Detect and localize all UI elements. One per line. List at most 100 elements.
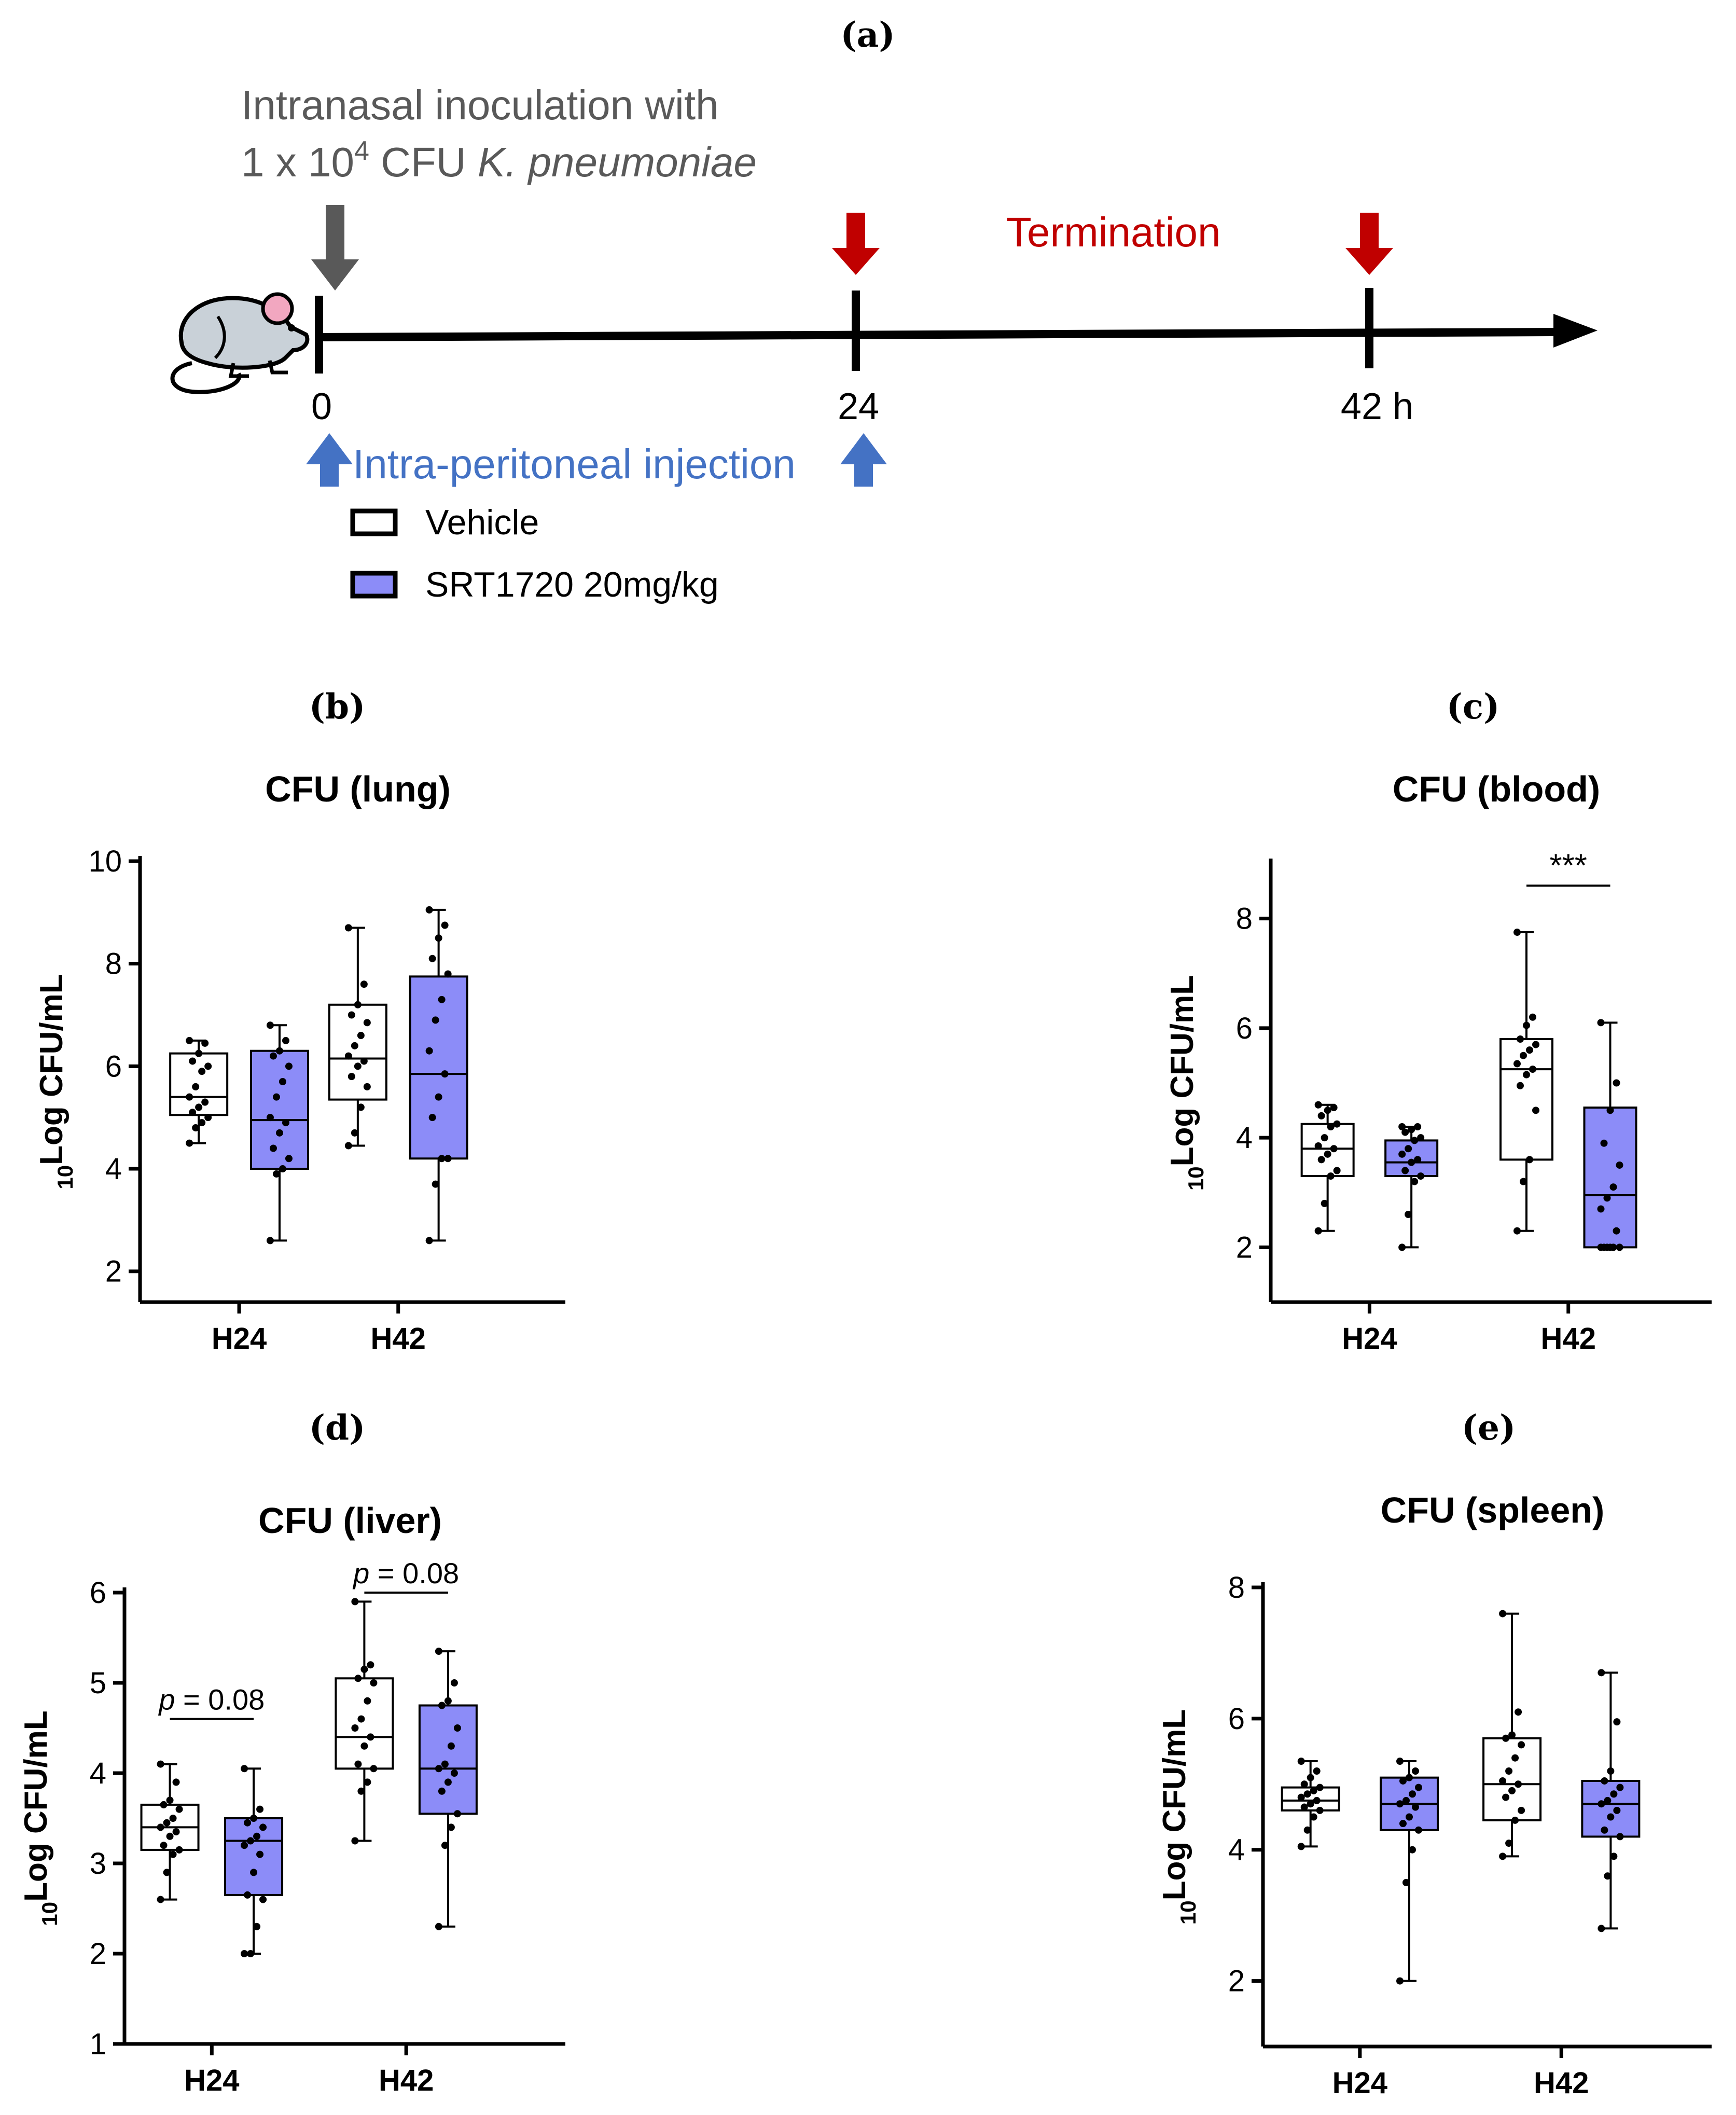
data-point — [344, 1142, 352, 1150]
data-point — [1330, 1145, 1338, 1153]
data-point — [360, 1665, 368, 1673]
data-point — [364, 1778, 371, 1786]
data-point — [1616, 1833, 1624, 1841]
box-iqr — [224, 1817, 284, 1896]
data-point — [1505, 1840, 1513, 1847]
data-point — [1600, 1139, 1608, 1147]
data-point — [272, 1170, 280, 1178]
data-point — [1414, 1156, 1422, 1164]
data-point — [244, 1891, 252, 1899]
panel-label-e: (e) — [1462, 1407, 1516, 1448]
box-iqr — [1384, 1139, 1439, 1178]
box-srt1720-h24 — [1384, 1123, 1439, 1251]
data-point — [364, 1697, 371, 1705]
data-point — [1511, 1816, 1519, 1824]
data-point — [1399, 1777, 1407, 1785]
data-point — [357, 1787, 365, 1795]
data-point — [453, 1810, 461, 1818]
box-vehicle-h24 — [1300, 1101, 1355, 1235]
data-point — [1411, 1803, 1419, 1811]
y-tick-label: 1 — [90, 2027, 106, 2061]
data-point — [189, 1057, 197, 1065]
data-point — [1523, 1021, 1530, 1029]
data-point — [441, 1842, 449, 1849]
data-point — [1297, 1793, 1305, 1801]
data-point — [1597, 1205, 1605, 1213]
data-point — [1616, 1243, 1623, 1251]
data-point — [250, 1869, 258, 1876]
data-point — [1526, 1156, 1533, 1164]
data-point — [269, 1052, 277, 1060]
box-vehicle-h42 — [1499, 929, 1553, 1235]
data-point — [279, 1078, 286, 1085]
panel-label-d: (d) — [309, 1407, 366, 1448]
data-point — [1297, 1758, 1305, 1765]
data-point — [204, 1062, 212, 1070]
data-point — [241, 1842, 248, 1849]
data-point — [438, 1155, 446, 1163]
data-point — [244, 1819, 252, 1827]
data-point — [1606, 1107, 1614, 1114]
y-axis-label: 10Log CFU/mL — [1164, 975, 1208, 1191]
data-point — [195, 1103, 203, 1111]
data-point — [444, 1697, 452, 1705]
data-point — [1396, 1800, 1404, 1808]
data-point — [344, 1052, 352, 1060]
data-point — [363, 1019, 371, 1027]
data-point — [275, 1129, 283, 1137]
data-point — [444, 1778, 452, 1786]
data-point — [354, 1062, 362, 1070]
box-srt1720-h42 — [409, 906, 468, 1245]
y-axis-label: 10Log CFU/mL — [34, 974, 77, 1189]
y-tick-label: 3 — [90, 1847, 106, 1881]
data-point — [1518, 1741, 1525, 1749]
data-point — [175, 1846, 183, 1854]
y-tick-label: 2 — [1228, 1965, 1245, 1998]
panel-label-a: (a) — [840, 15, 895, 55]
data-point — [1609, 1183, 1617, 1191]
data-point — [370, 1679, 378, 1687]
data-point — [351, 1598, 359, 1606]
significance-label: p = 0.08 — [158, 1683, 265, 1716]
data-point — [1518, 1806, 1525, 1814]
data-point — [1317, 1112, 1325, 1119]
data-point — [1417, 1172, 1425, 1180]
data-point — [357, 1103, 365, 1111]
data-point — [435, 1765, 442, 1773]
data-point — [438, 1787, 446, 1795]
timeline-arrowhead — [1553, 314, 1598, 348]
termination-arrow-42-icon — [1345, 213, 1393, 275]
data-point — [256, 1805, 264, 1813]
y-tick-label: 5 — [90, 1666, 106, 1700]
chart-liver: CFU (liver) 1 2 3 4 5 6 10Log CFU/mL H24 H42 p = 0… — [18, 1500, 565, 2097]
legend-swatch-srt — [350, 571, 398, 599]
data-point — [1402, 1796, 1410, 1804]
inoculation-text-line2: 1 x 104 CFU K. pneumoniae — [241, 136, 757, 185]
data-point — [198, 1068, 206, 1075]
data-point — [1607, 1767, 1615, 1775]
legend-label-vehicle: Vehicle — [425, 503, 539, 542]
data-point — [1314, 1227, 1322, 1235]
data-point — [370, 1765, 378, 1773]
inoculation-arrow-icon — [311, 205, 359, 291]
data-point — [172, 1828, 180, 1836]
data-point — [1300, 1780, 1308, 1788]
data-point — [351, 1724, 359, 1732]
data-point — [192, 1083, 200, 1090]
data-point — [1307, 1774, 1314, 1781]
data-point — [201, 1039, 209, 1047]
data-point — [1307, 1800, 1314, 1808]
data-point — [348, 1073, 355, 1081]
data-point — [1324, 1107, 1331, 1114]
data-point — [169, 1850, 177, 1858]
data-point — [275, 1047, 283, 1055]
data-point — [1297, 1843, 1305, 1850]
x-tick-label: H24 — [212, 1322, 267, 1356]
data-point — [351, 1042, 358, 1049]
data-point — [1511, 1754, 1519, 1762]
data-point — [1532, 1041, 1539, 1048]
data-point — [1321, 1199, 1328, 1207]
data-point — [256, 1850, 264, 1858]
data-point — [1598, 1669, 1605, 1677]
data-point — [1598, 1800, 1605, 1808]
